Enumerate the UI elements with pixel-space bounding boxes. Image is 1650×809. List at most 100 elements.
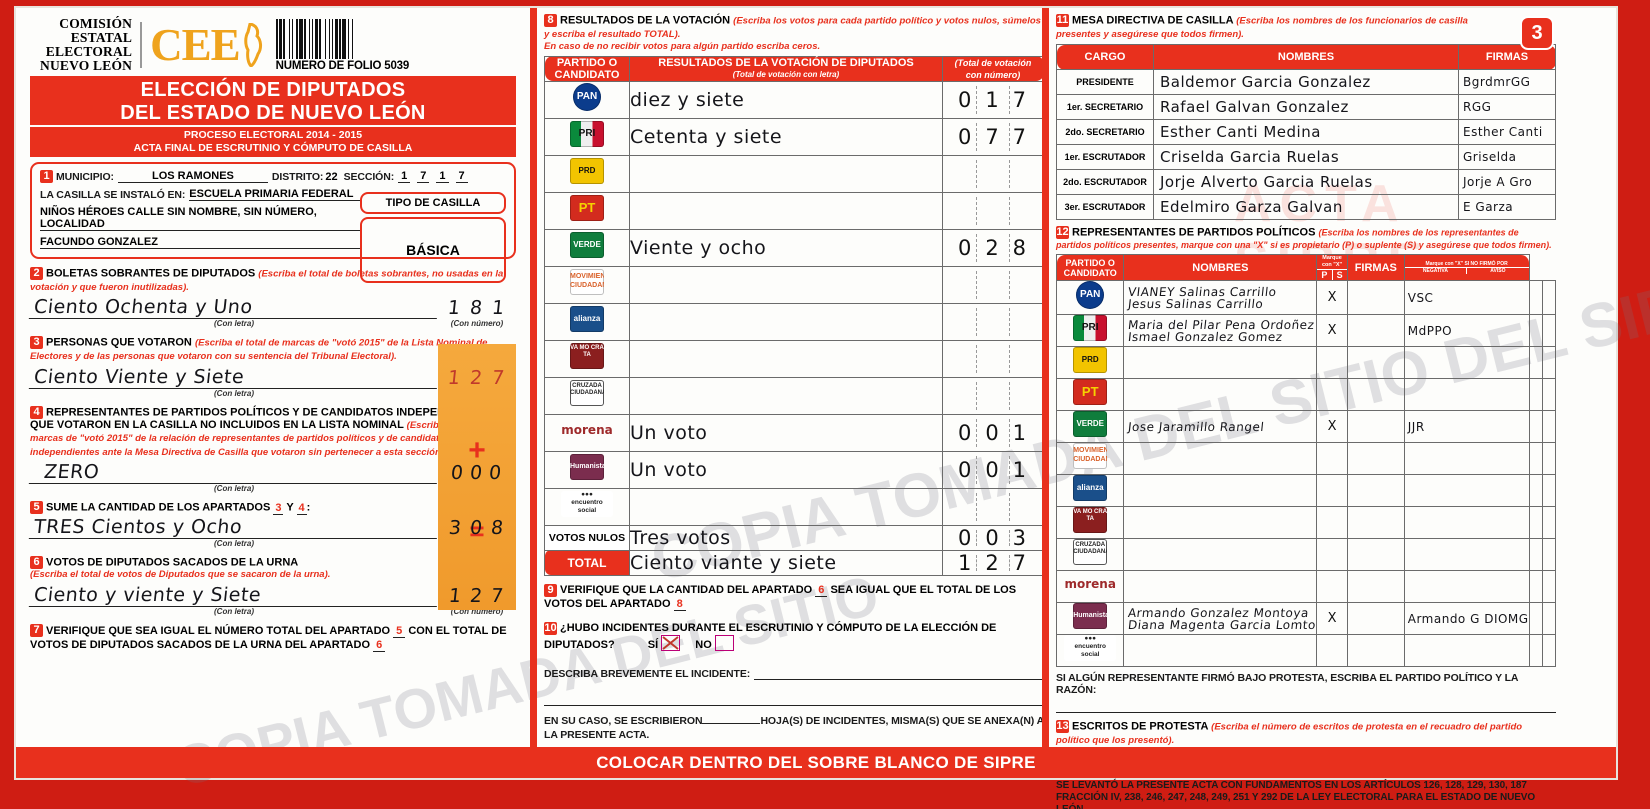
nombres-cell[interactable]: Maria del Pilar Pena Ordoñez Ismael Gonza… xyxy=(1123,314,1318,348)
firma-cell[interactable]: MdPPO xyxy=(1403,314,1530,348)
nombres-cell[interactable]: Armando Gonzalez Montoya Diana Magenta Ga… xyxy=(1123,602,1318,636)
aviso-cell[interactable] xyxy=(1541,538,1557,572)
protest-note-input[interactable] xyxy=(1056,696,1556,714)
describe-input-line2[interactable] xyxy=(544,686,1044,706)
no-checkbox[interactable] xyxy=(714,634,734,651)
negativa-cell[interactable] xyxy=(1528,634,1543,668)
describe-input[interactable] xyxy=(754,666,1044,680)
section-5-letters[interactable]: TRES Cientos y Ocho xyxy=(28,516,440,540)
votes-digits-cell[interactable] xyxy=(942,154,1044,193)
nombres-cell[interactable] xyxy=(1123,506,1318,540)
propietario-cell[interactable] xyxy=(1316,538,1348,572)
suplente-cell[interactable] xyxy=(1346,538,1405,572)
votes-letters-cell[interactable] xyxy=(629,265,943,304)
votes-letters-cell[interactable] xyxy=(629,487,943,526)
votes-letters-cell[interactable] xyxy=(629,154,943,193)
votes-letters-cell[interactable]: Viente y ocho xyxy=(629,228,943,267)
firma-cell[interactable]: Esther Canti xyxy=(1458,119,1556,146)
negativa-cell[interactable] xyxy=(1528,538,1543,572)
aviso-cell[interactable] xyxy=(1541,314,1557,348)
firma-cell[interactable]: Armando G DIOMG xyxy=(1403,602,1530,636)
nombres-cell[interactable] xyxy=(1123,442,1318,476)
votos-nulos-digits-cell[interactable]: 003 xyxy=(942,524,1044,551)
nombres-cell[interactable] xyxy=(1123,634,1318,668)
negativa-cell[interactable] xyxy=(1528,280,1543,316)
propietario-cell[interactable] xyxy=(1316,378,1348,412)
votes-digits-cell[interactable]: 001 xyxy=(942,413,1044,452)
section-2-digits[interactable]: 181 xyxy=(446,297,516,320)
distrito-value[interactable]: 22 xyxy=(325,171,338,183)
nombre-cell[interactable]: Edelmiro Garza Galvan xyxy=(1153,194,1459,221)
firma-cell[interactable] xyxy=(1403,442,1530,476)
negativa-cell[interactable] xyxy=(1528,602,1543,636)
suplente-cell[interactable] xyxy=(1346,474,1405,508)
section-4-letters[interactable]: ZERO xyxy=(28,461,440,485)
section-4-digits[interactable]: 000 xyxy=(449,462,510,485)
section-6-letters[interactable]: Ciento y viente y Siete xyxy=(28,583,440,607)
nombres-cell[interactable] xyxy=(1123,538,1318,572)
negativa-cell[interactable] xyxy=(1528,570,1543,604)
votes-letters-cell[interactable] xyxy=(629,191,943,230)
seccion-digits[interactable]: 1 7 1 7 xyxy=(398,170,468,183)
votes-digits-cell[interactable] xyxy=(942,302,1044,341)
votes-digits-cell[interactable] xyxy=(942,376,1044,415)
suplente-cell[interactable] xyxy=(1346,410,1405,444)
aviso-cell[interactable] xyxy=(1541,378,1557,412)
aviso-cell[interactable] xyxy=(1541,474,1557,508)
suplente-cell[interactable] xyxy=(1346,634,1405,668)
aviso-cell[interactable] xyxy=(1541,280,1557,316)
nombre-cell[interactable]: Esther Canti Medina xyxy=(1153,119,1459,146)
aviso-cell[interactable] xyxy=(1541,634,1557,668)
propietario-cell[interactable] xyxy=(1316,474,1348,508)
votes-letters-cell[interactable] xyxy=(629,376,943,415)
total-letters-cell[interactable]: Ciento viante y siete xyxy=(629,549,943,576)
section-3-digits[interactable]: 127 xyxy=(446,366,516,389)
firma-cell[interactable]: E Garza xyxy=(1458,194,1556,221)
votes-letters-cell[interactable]: Un voto xyxy=(629,413,943,452)
suplente-cell[interactable] xyxy=(1346,280,1405,316)
section-5-digits[interactable]: 308 xyxy=(447,517,514,540)
negativa-cell[interactable] xyxy=(1528,442,1543,476)
propietario-cell[interactable] xyxy=(1316,442,1348,476)
nombre-cell[interactable]: Jorje Alverto Garcia Ruelas xyxy=(1153,169,1459,196)
propietario-cell[interactable] xyxy=(1316,570,1348,604)
address-line-2[interactable]: NIÑOS HÉROES CALLE SIN NOMBRE, SIN NÚMER… xyxy=(40,206,362,231)
nombre-cell[interactable]: Criselda Garcia Ruelas xyxy=(1153,144,1459,171)
negativa-cell[interactable] xyxy=(1528,410,1543,444)
nombres-cell[interactable] xyxy=(1123,346,1318,380)
propietario-cell[interactable]: X xyxy=(1316,314,1348,348)
aviso-cell[interactable] xyxy=(1541,570,1557,604)
section-2-letters[interactable]: Ciento Ochenta y Uno xyxy=(28,296,440,320)
aviso-cell[interactable] xyxy=(1541,506,1557,540)
nombres-cell[interactable] xyxy=(1123,570,1318,604)
suplente-cell[interactable] xyxy=(1346,314,1405,348)
propietario-cell[interactable]: X xyxy=(1316,280,1348,316)
negativa-cell[interactable] xyxy=(1528,346,1543,380)
suplente-cell[interactable] xyxy=(1346,346,1405,380)
nombres-cell[interactable]: Jose Jaramillo Rangel xyxy=(1123,410,1318,444)
aviso-cell[interactable] xyxy=(1541,602,1557,636)
propietario-cell[interactable] xyxy=(1316,634,1348,668)
suplente-cell[interactable] xyxy=(1346,602,1405,636)
aviso-cell[interactable] xyxy=(1541,410,1557,444)
hojas-input[interactable] xyxy=(702,722,761,724)
propietario-cell[interactable] xyxy=(1316,346,1348,380)
section-6-digits[interactable]: 127 xyxy=(447,584,514,607)
firma-cell[interactable] xyxy=(1403,634,1530,668)
negativa-cell[interactable] xyxy=(1528,474,1543,508)
total-digits-cell[interactable]: 127 xyxy=(942,549,1044,576)
votes-digits-cell[interactable]: 017 xyxy=(942,80,1044,119)
firma-cell[interactable]: JJR xyxy=(1403,410,1530,444)
votes-digits-cell[interactable] xyxy=(942,265,1044,304)
address-line-1[interactable]: ESCUELA PRIMARIA FEDERAL xyxy=(189,188,362,201)
votes-digits-cell[interactable] xyxy=(942,487,1044,526)
propietario-cell[interactable]: X xyxy=(1316,602,1348,636)
firma-cell[interactable]: VSC xyxy=(1403,280,1530,316)
votes-letters-cell[interactable]: diez y siete xyxy=(629,80,943,119)
suplente-cell[interactable] xyxy=(1346,506,1405,540)
votes-letters-cell[interactable] xyxy=(629,302,943,341)
propietario-cell[interactable]: X xyxy=(1316,410,1348,444)
votes-letters-cell[interactable] xyxy=(629,339,943,378)
negativa-cell[interactable] xyxy=(1528,506,1543,540)
negativa-cell[interactable] xyxy=(1528,378,1543,412)
